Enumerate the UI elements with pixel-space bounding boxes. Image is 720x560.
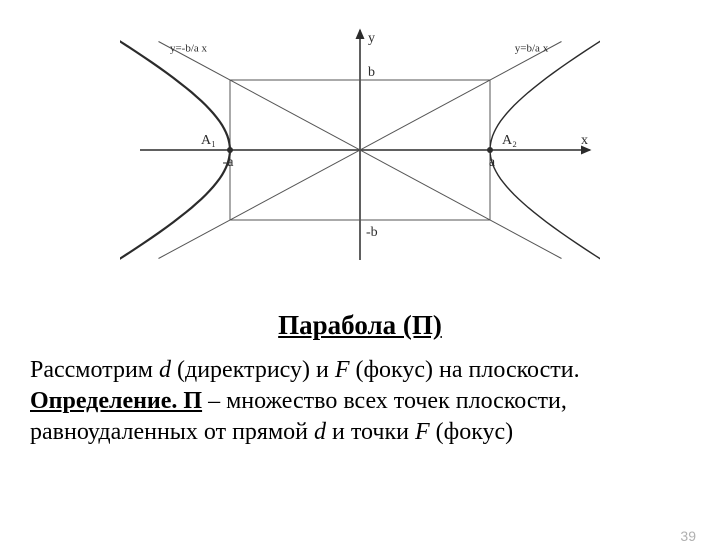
def-t2: и точки: [326, 419, 415, 445]
para1-t1: Рассмотрим: [30, 357, 159, 383]
svg-text:a: a: [489, 155, 496, 170]
svg-text:A₁: A₁: [201, 133, 216, 148]
svg-text:-a: -a: [223, 155, 235, 170]
para1-d: d: [159, 357, 171, 383]
para1-F: F: [335, 357, 350, 383]
svg-text:-b: -b: [366, 225, 378, 240]
svg-text:A₂: A₂: [502, 133, 517, 148]
svg-text:y=-b/a x: y=-b/a x: [170, 43, 208, 55]
para1-t2: (директрису) и: [171, 357, 335, 383]
section-heading: Парабола (П): [0, 310, 720, 341]
body-text: Рассмотрим d (директрису) и F (фокус) на…: [30, 355, 690, 449]
svg-text:x: x: [581, 133, 588, 148]
definition-label: Определение. П: [30, 388, 202, 414]
def-d: d: [314, 419, 326, 445]
svg-text:b: b: [368, 65, 375, 80]
svg-text:y=b/a x: y=b/a x: [515, 43, 549, 55]
para1-t3: (фокус) на плоскости.: [350, 357, 580, 383]
svg-text:y: y: [368, 31, 375, 46]
hyperbola-figure: y x b -b -a a A₁ A₂ y=-b/a x y=b/a x: [120, 20, 600, 280]
def-t3: (фокус): [430, 419, 514, 445]
def-F: F: [415, 419, 430, 445]
page-number: 39: [680, 528, 696, 544]
